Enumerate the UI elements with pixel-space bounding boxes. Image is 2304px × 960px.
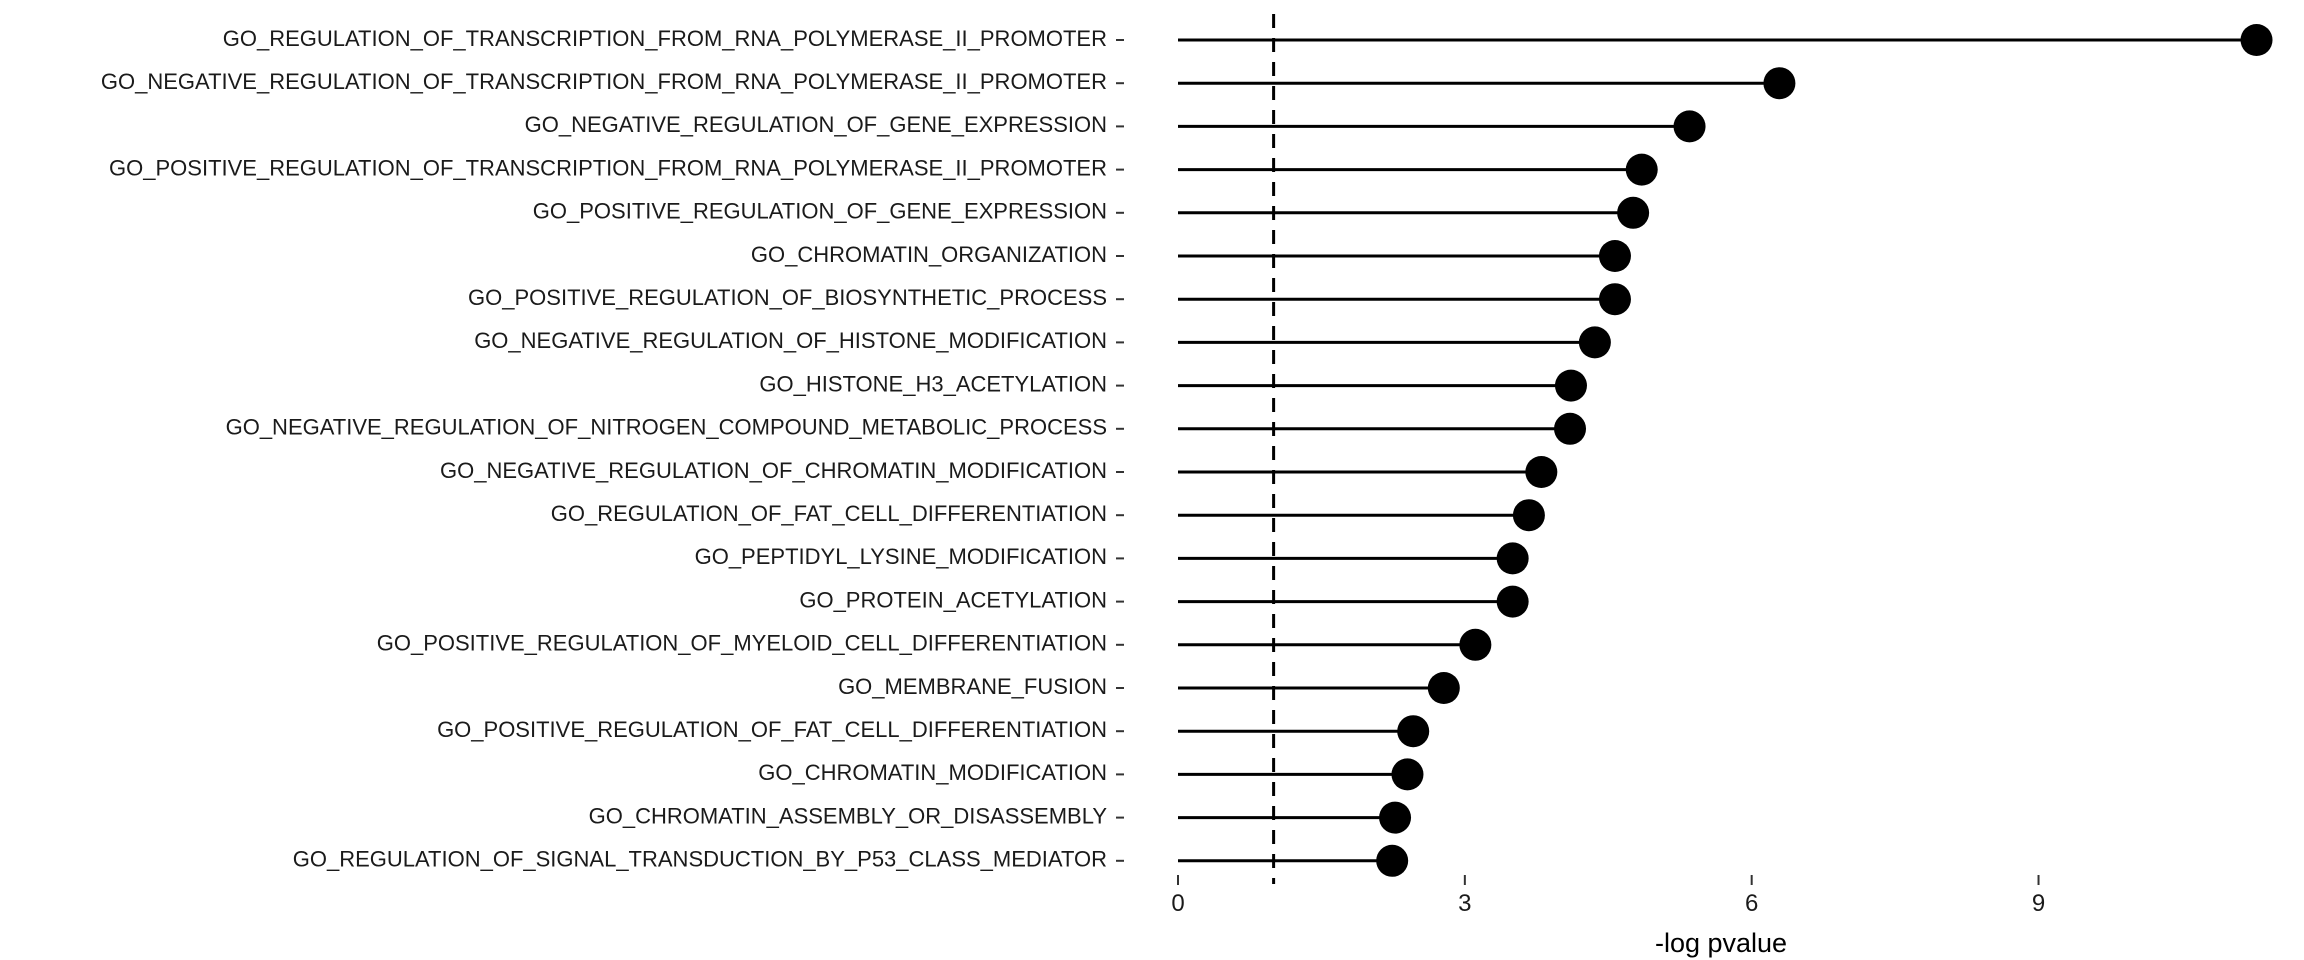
- category-label: GO_CHROMATIN_MODIFICATION: [758, 760, 1107, 785]
- x-tick-label: 3: [1458, 890, 1471, 917]
- lollipop-point: [1673, 110, 1706, 143]
- lollipop-point: [1578, 326, 1611, 359]
- x-axis-title: -log pvalue: [1655, 928, 1787, 958]
- points-layer: [1376, 24, 2273, 877]
- lollipop-point: [1554, 412, 1587, 445]
- lollipop-point: [1617, 196, 1650, 229]
- category-label: GO_NEGATIVE_REGULATION_OF_GENE_EXPRESSIO…: [525, 112, 1107, 137]
- category-label: GO_REGULATION_OF_FAT_CELL_DIFFERENTIATIO…: [551, 501, 1107, 526]
- lollipop-point: [1459, 628, 1492, 661]
- category-label: GO_POSITIVE_REGULATION_OF_FAT_CELL_DIFFE…: [437, 717, 1107, 742]
- category-label: GO_POSITIVE_REGULATION_OF_BIOSYNTHETIC_P…: [468, 285, 1107, 310]
- lollipop-point: [1512, 499, 1545, 532]
- category-label: GO_REGULATION_OF_TRANSCRIPTION_FROM_RNA_…: [223, 26, 1107, 51]
- category-label: GO_REGULATION_OF_SIGNAL_TRANSDUCTION_BY_…: [293, 847, 1107, 872]
- category-label: GO_PEPTIDYL_LYSINE_MODIFICATION: [695, 544, 1107, 569]
- x-tick-label: 9: [2032, 890, 2045, 917]
- lollipop-point: [1525, 456, 1558, 488]
- category-label: GO_POSITIVE_REGULATION_OF_GENE_EXPRESSIO…: [533, 199, 1107, 224]
- category-label: GO_NEGATIVE_REGULATION_OF_NITROGEN_COMPO…: [226, 415, 1107, 440]
- lollipop-point: [2240, 24, 2273, 56]
- category-label: GO_NEGATIVE_REGULATION_OF_CHROMATIN_MODI…: [440, 458, 1107, 483]
- category-label: GO_POSITIVE_REGULATION_OF_TRANSCRIPTION_…: [109, 155, 1107, 180]
- stems-layer: [1178, 38, 2257, 863]
- lollipop-point: [1763, 67, 1796, 100]
- lollipop-point: [1625, 153, 1658, 186]
- lollipop-point: [1379, 801, 1412, 834]
- lollipop-point: [1554, 369, 1587, 402]
- x-tick-label: 0: [1171, 890, 1184, 917]
- category-label: GO_NEGATIVE_REGULATION_OF_TRANSCRIPTION_…: [101, 69, 1107, 94]
- x-axis: 0 3 6 9: [1171, 875, 2045, 917]
- category-label: GO_CHROMATIN_ORGANIZATION: [751, 242, 1107, 267]
- category-label: GO_MEMBRANE_FUSION: [838, 674, 1107, 699]
- lollipop-point: [1427, 672, 1460, 704]
- category-label: GO_NEGATIVE_REGULATION_OF_HISTONE_MODIFI…: [474, 328, 1107, 353]
- lollipop-point: [1496, 585, 1529, 618]
- lollipop-point: [1598, 240, 1631, 272]
- lollipop-point: [1496, 542, 1529, 575]
- category-label: GO_CHROMATIN_ASSEMBLY_OR_DISASSEMBLY: [589, 803, 1108, 828]
- x-tick-label: 6: [1745, 890, 1758, 917]
- lollipop-point: [1598, 283, 1631, 316]
- lollipop-point: [1391, 758, 1424, 791]
- category-label: GO_PROTEIN_ACETYLATION: [799, 587, 1107, 612]
- y-axis-labels: GO_REGULATION_OF_TRANSCRIPTION_FROM_RNA_…: [101, 26, 1124, 872]
- category-label: GO_HISTONE_H3_ACETYLATION: [759, 371, 1107, 396]
- lollipop-point: [1397, 715, 1430, 748]
- category-label: GO_POSITIVE_REGULATION_OF_MYELOID_CELL_D…: [377, 631, 1107, 656]
- lollipop-point: [1376, 844, 1409, 877]
